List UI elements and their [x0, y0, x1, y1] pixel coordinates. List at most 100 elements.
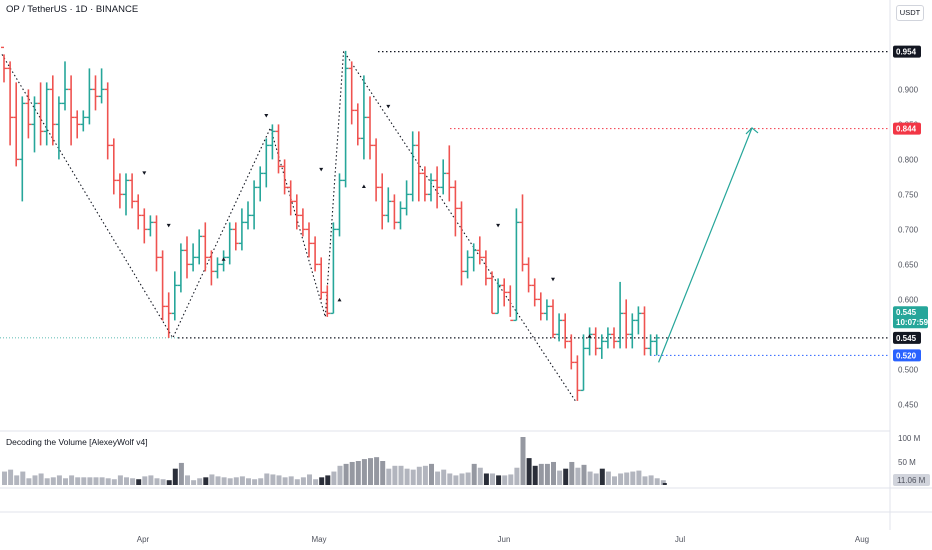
ohlc-bar: [617, 281, 624, 349]
volume-bar: [227, 478, 233, 485]
fractal-marker: [166, 223, 171, 228]
ohlc-bar: [153, 215, 160, 272]
volume-axis: 100 M 50 M 11.06 M: [893, 434, 930, 486]
volume-bar: [599, 468, 605, 485]
volume-bar: [87, 477, 93, 485]
ohlc-bar: [226, 222, 233, 265]
ohlc-bar: [434, 166, 441, 209]
volume-bar: [246, 478, 251, 485]
projection-arrowhead: [745, 127, 759, 135]
ohlc-bar: [190, 243, 197, 272]
volume-bar: [662, 483, 667, 485]
ohlc-bars: [1, 46, 660, 401]
fractal-marker: [361, 184, 366, 188]
volume-bar: [313, 479, 319, 485]
ohlc-bar: [123, 173, 129, 216]
volume-bar: [197, 478, 203, 485]
volume-bar: [270, 474, 276, 485]
volume-bar: [630, 471, 636, 485]
volume-bar: [587, 471, 593, 485]
ohlc-bar: [177, 243, 184, 293]
volume-bar: [233, 477, 239, 485]
volume-bar: [605, 471, 611, 485]
volume-bar: [361, 459, 367, 485]
fractal-marker: [264, 114, 269, 118]
volume-bar: [624, 472, 630, 485]
y-tick-label: 0.900: [898, 85, 919, 94]
volume-bars: [2, 437, 667, 485]
y-tick-label: 0.800: [898, 155, 919, 164]
volume-bar: [69, 475, 75, 485]
ohlc-bar: [440, 159, 447, 195]
fractal-marker: [386, 104, 391, 109]
volume-bar: [654, 478, 660, 485]
ohlc-bar: [74, 110, 81, 139]
ohlc-bar: [55, 96, 62, 160]
fractal-marker: [337, 297, 342, 302]
currency-button[interactable]: USDT: [896, 5, 924, 21]
volume-bar: [642, 476, 648, 485]
y-tick-label: 0.450: [898, 400, 919, 409]
time-axis[interactable]: Apr May Jun Jul Aug: [137, 535, 869, 544]
ohlc-bar: [141, 208, 148, 244]
volume-tick-label: 50 M: [898, 458, 916, 467]
ohlc-bar: [586, 327, 593, 356]
volume-bar: [557, 470, 563, 485]
volume-bar: [435, 471, 441, 485]
price-tag-countdown: 10:07:59: [896, 318, 929, 327]
price-tag-target-bg: [893, 122, 921, 135]
volume-bar: [172, 468, 178, 485]
ohlc-bar: [336, 173, 343, 237]
ohlc-bar: [251, 180, 258, 230]
ohlc-bar: [476, 236, 483, 265]
volume-bar: [300, 477, 306, 485]
x-tick-label: Apr: [137, 535, 150, 544]
volume-bar: [483, 473, 489, 485]
volume-bar: [331, 471, 337, 485]
ohlc-bar: [281, 159, 288, 195]
volume-bar: [551, 461, 556, 485]
ohlc-bar: [482, 250, 489, 286]
volume-bar: [99, 477, 105, 485]
ohlc-bar: [367, 96, 373, 160]
x-tick-label: Aug: [855, 535, 869, 544]
ohlc-bar: [43, 82, 50, 146]
price-tag-low: 0.520: [896, 351, 917, 360]
ohlc-bar: [415, 131, 422, 202]
volume-bar: [532, 465, 538, 485]
ohlc-bar: [379, 173, 386, 230]
ohlc-bar: [306, 222, 312, 258]
ohlc-bar: [470, 243, 477, 272]
ohlc-bar: [580, 334, 587, 392]
ohlc-bar: [299, 208, 306, 237]
volume-bar: [307, 474, 312, 485]
price-tag-support: 0.545: [896, 334, 917, 343]
chart-title: OP / TetherUS · 1D · BINANCE: [6, 4, 139, 15]
ohlc-bar: [92, 75, 99, 111]
ohlc-bar: [409, 131, 416, 202]
volume-bar: [349, 461, 355, 485]
price-tag-target: 0.844: [896, 125, 917, 134]
volume-bar: [429, 463, 434, 485]
volume-bar: [581, 464, 587, 485]
volume-bar: [50, 477, 56, 485]
price-tag-current: 0.545: [896, 308, 917, 317]
ohlc-bar: [1, 46, 7, 83]
volume-bar: [569, 461, 575, 485]
price-tag-top: 0.954: [896, 48, 917, 57]
ohlc-bar: [25, 89, 32, 139]
volume-bar: [160, 479, 166, 485]
volume-bar: [105, 478, 111, 485]
ohlc-bar: [342, 50, 349, 188]
volume-bar: [282, 477, 288, 485]
ohlc-bar: [7, 61, 14, 146]
volume-bar: [453, 475, 459, 485]
ohlc-bar: [495, 278, 502, 315]
volume-bar: [374, 457, 380, 485]
volume-bar: [20, 471, 26, 485]
volume-bar: [575, 467, 581, 485]
volume-bar: [514, 467, 520, 485]
fractal-marker: [142, 171, 147, 175]
volume-bar: [325, 475, 331, 485]
